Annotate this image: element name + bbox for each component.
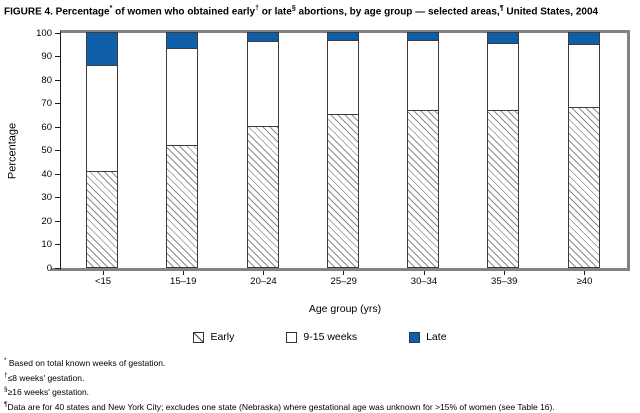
bar-15-19-early [166,144,199,268]
x-tick-mark-30-34 [423,271,425,275]
bar-30-34-early [407,109,439,268]
figure-title: FIGURE 4. Percentage* of women who obtai… [4,5,638,17]
bar-30-34-9-15-weeks [407,40,439,111]
x-tick-label-15-19: 15–19 [170,276,197,287]
title-text: abortions, by age group — selected areas… [295,6,500,18]
bar-35-39-9-15-weeks [487,42,520,111]
bar-40-9-15-weeks [567,43,600,109]
x-tick-label-35-39: 35–39 [491,276,518,287]
x-tick-mark-25-29 [343,271,345,275]
y-tick-mark-50 [55,150,60,151]
x-tick-mark-35-39 [503,271,505,275]
x-tick-mark-40 [584,271,585,275]
title-superscript: * [109,5,113,12]
y-tick-mark-70 [55,103,60,104]
bar-40-early [567,107,600,268]
footnote-line-2: †≤8 weeks' gestation. [4,370,555,385]
legend-swatch-white-icon [286,331,298,343]
chart-area: Percentage Age group (yrs) Early 9-15 wee… [0,27,640,343]
y-tick-label-80: 80 [41,74,52,86]
title-text: of women who obtained early [112,6,256,18]
bar-15-early [86,170,118,268]
legend-swatch-blue-icon [409,331,421,343]
x-tick-mark-15-19 [182,271,184,275]
bar-25-29-early [326,114,359,268]
bar-15-9-15-weeks [86,64,118,172]
bar-40-late [567,32,600,45]
y-tick-label-0: 0 [46,262,52,274]
title-text: United States, 2004 [503,6,599,18]
bar-35-39-late [487,32,520,44]
bar-15-late [86,32,118,66]
legend-label: 9-15 weeks [303,331,358,343]
footnote-text: ≥16 weeks' gestation. [7,386,90,397]
title-superscript: † [255,5,260,12]
bar-15-19-late [166,32,199,50]
legend-label: Late [426,331,447,343]
x-tick-label-20-24: 20–24 [250,276,277,287]
y-tick-label-60: 60 [41,121,52,133]
y-tick-mark-0 [55,267,60,269]
legend-swatch-hatch-icon [193,331,205,343]
x-tick-label-15: <15 [94,276,112,287]
y-tick-label-20: 20 [41,215,52,227]
bar-25-29-late [326,32,359,42]
footnote-line-1: * Based on total known weeks of gestatio… [4,355,555,370]
footnote-marker: ¶ [4,400,8,408]
x-tick-label-25-29: 25–29 [330,276,357,287]
x-axis-title: Age group (yrs) [308,303,382,315]
footnote-text: ≤8 weeks' gestation. [7,372,85,383]
y-tick-mark-60 [55,126,60,128]
x-tick-label-30-34: 30–34 [410,276,438,287]
y-tick-label-90: 90 [41,51,52,62]
title-superscript: ¶ [499,5,504,12]
y-tick-mark-80 [55,79,60,81]
x-tick-label-40: ≥40 [576,276,593,287]
legend-item-early: Early [193,331,234,343]
legend: Early 9-15 weeks Late [0,331,640,343]
y-tick-mark-100 [55,32,60,34]
title-text: FIGURE 4. Percentage [4,6,110,18]
bar-15-19-9-15-weeks [166,48,199,146]
bar-25-29-9-15-weeks [326,40,359,116]
x-tick-mark-15 [102,271,104,275]
bar-20-24-early [246,126,279,268]
y-tick-mark-40 [55,173,60,175]
footnote-line-3: §≥16 weeks' gestation. [4,384,555,399]
bar-35-39-early [487,109,520,268]
y-tick-label-50: 50 [41,145,52,156]
footnote-marker: † [4,371,8,379]
footnote-text: Data are for 40 states and New York City… [7,401,555,412]
y-tick-mark-90 [55,56,60,57]
footnotes: * Based on total known weeks of gestatio… [4,355,555,413]
footnote-text: Based on total known weeks of gestation. [6,357,166,368]
y-tick-label-100: 100 [36,27,52,39]
legend-item-9-15-weeks: 9-15 weeks [286,331,357,343]
legend-label: Early [210,331,235,343]
y-tick-mark-10 [55,244,60,245]
plot-area [60,30,630,271]
bar-20-24-9-15-weeks [246,41,279,127]
x-axis-line-extension [51,268,60,271]
x-tick-mark-20-24 [263,271,264,275]
footnote-line-4: ¶Data are for 40 states and New York Cit… [4,399,555,413]
y-tick-label-10: 10 [41,239,52,250]
y-tick-label-70: 70 [41,98,52,109]
y-tick-label-30: 30 [41,192,52,203]
y-tick-label-40: 40 [41,168,52,180]
legend-item-late: Late [409,331,447,343]
footnote-marker: § [4,386,8,394]
bar-30-34-late [407,32,439,42]
title-text: or late [259,6,292,18]
bar-20-24-late [246,32,279,43]
title-superscript: § [291,5,296,12]
footnote-marker: * [4,357,7,364]
y-tick-mark-20 [55,220,60,222]
y-tick-mark-30 [55,197,60,198]
